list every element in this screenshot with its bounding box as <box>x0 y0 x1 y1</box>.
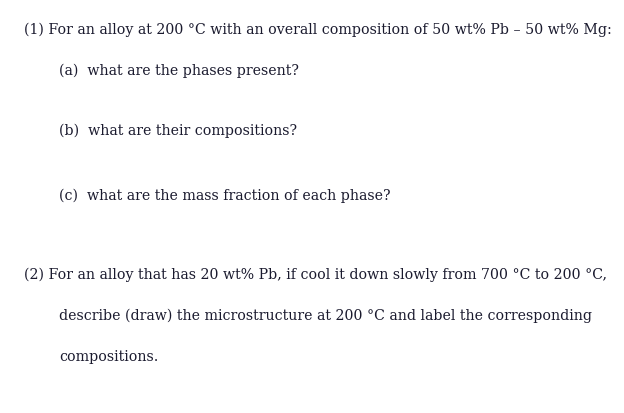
Text: (b)  what are their compositions?: (b) what are their compositions? <box>59 124 297 138</box>
Text: (2) For an alloy that has 20 wt% Pb, if cool it down slowly from 700 °C to 200 °: (2) For an alloy that has 20 wt% Pb, if … <box>24 268 607 282</box>
Text: (c)  what are the mass fraction of each phase?: (c) what are the mass fraction of each p… <box>59 189 391 203</box>
Text: (a)  what are the phases present?: (a) what are the phases present? <box>59 64 299 78</box>
Text: (1) For an alloy at 200 °C with an overall composition of 50 wt% Pb – 50 wt% Mg:: (1) For an alloy at 200 °C with an overa… <box>24 23 612 37</box>
Text: compositions.: compositions. <box>59 350 158 364</box>
Text: describe (draw) the microstructure at 200 °C and label the corresponding: describe (draw) the microstructure at 20… <box>59 309 592 323</box>
